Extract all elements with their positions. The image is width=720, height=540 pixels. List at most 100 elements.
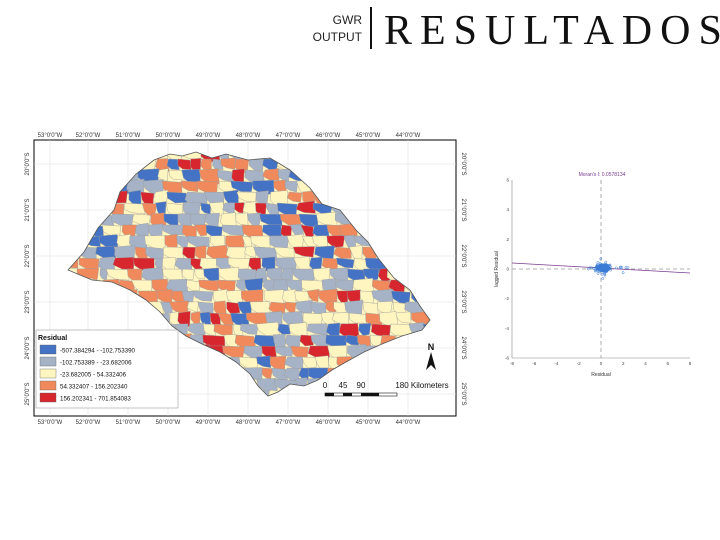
x-tick-label: -8 <box>510 361 514 366</box>
lat-tick-left: 24°0'0"S <box>25 336 31 359</box>
municipality-polygon <box>273 246 295 258</box>
x-tick-label: -4 <box>554 361 558 366</box>
legend-label: 156.202341 - 701.854083 <box>60 396 131 403</box>
state-boundary <box>67 151 431 397</box>
municipality-polygon <box>217 169 234 182</box>
municipality-polygon <box>212 158 224 170</box>
scale-label: 0 <box>323 381 328 390</box>
scale-bar: 0 45 90 180 Kilometers <box>323 381 449 397</box>
municipality-polygon <box>187 322 206 336</box>
x-tick-label: 8 <box>689 361 692 366</box>
lat-tick-left: 21°0'0"S <box>25 198 31 221</box>
header-divider <box>370 7 372 49</box>
residual-map-panel: 53°0'0"W 52°0'0"W 51°0'0"W 50°0'0"W 49°0… <box>22 130 468 428</box>
scatter-point <box>601 264 604 267</box>
lat-tick-right: 22°0'0"S <box>460 244 466 267</box>
municipality-polygon <box>190 257 203 270</box>
scatter-point <box>608 264 611 267</box>
scatter-points <box>586 257 630 280</box>
municipality-polygon <box>295 200 316 214</box>
municipality-polygon <box>299 334 314 347</box>
lat-tick-right: 24°0'0"S <box>460 336 466 359</box>
lat-tick-right: 25°0'0"S <box>460 382 466 405</box>
lon-tick-top: 53°0'0"W <box>38 133 63 139</box>
lat-tick-left: 20°0'0"S <box>25 152 31 175</box>
scatter-point <box>624 266 628 269</box>
lon-tick-top: 52°0'0"W <box>76 133 101 139</box>
lon-tick-top: 46°0'0"W <box>316 133 341 139</box>
x-tick-label: -2 <box>577 361 581 366</box>
lon-tick-top: 48°0'0"W <box>236 133 261 139</box>
scatter-point <box>596 261 600 264</box>
scatter-point <box>600 268 604 272</box>
lon-tick-top: 50°0'0"W <box>156 133 181 139</box>
scatter-point <box>605 266 609 270</box>
lon-tick-top: 44°0'0"W <box>396 133 421 139</box>
x-tick-label: 0 <box>600 361 603 366</box>
municipality-polygon <box>284 279 304 292</box>
header-line-output: OUTPUT <box>312 30 362 44</box>
municipality-polygon <box>194 268 205 280</box>
header-subtitle: GWR OUTPUT <box>300 12 362 46</box>
y-tick-label: 2 <box>506 237 509 242</box>
municipality-polygon <box>157 168 169 182</box>
municipality-polygon <box>218 267 241 282</box>
legend-title: Residual <box>38 335 67 342</box>
scatter-point <box>618 266 622 270</box>
scatter-point <box>596 266 600 269</box>
legend-swatch <box>39 380 57 391</box>
legend-swatch <box>39 368 57 379</box>
lon-tick-top: 47°0'0"W <box>276 133 301 139</box>
lat-tick-left: 23°0'0"S <box>25 290 31 313</box>
legend-swatch <box>39 392 57 403</box>
lon-tick-top: 45°0'0"W <box>356 133 381 139</box>
scatter-point <box>590 266 594 270</box>
y-tick-label: -6 <box>505 356 509 361</box>
municipality-polygon <box>230 180 254 192</box>
municipality-polygon <box>124 202 146 215</box>
x-tick-label: 6 <box>667 361 670 366</box>
scatter-point <box>593 269 597 273</box>
municipality-polygon <box>395 311 412 324</box>
municipality-polygon <box>222 345 245 358</box>
municipality-polygon <box>240 323 259 335</box>
municipality-polygon <box>166 191 188 204</box>
lon-tick-bottom: 53°0'0"W <box>38 420 63 426</box>
municipality-polygon <box>244 245 256 258</box>
municipality-polygon <box>306 323 328 335</box>
legend-label: 54.332407 - 156.202340 <box>60 384 128 391</box>
municipality-polygon <box>105 268 130 281</box>
lon-tick-bottom: 50°0'0"W <box>156 420 181 426</box>
scatter-point <box>626 266 630 270</box>
lat-tick-left: 25°0'0"S <box>25 382 31 405</box>
y-tick-label: -2 <box>505 296 509 301</box>
municipality-polygon <box>203 323 216 337</box>
lat-tick-right: 20°0'0"S <box>460 152 466 175</box>
x-tick-label: 4 <box>644 361 647 366</box>
municipality-polygon <box>181 268 195 280</box>
lon-tick-bottom: 45°0'0"W <box>356 420 381 426</box>
scale-label: 180 Kilometers <box>395 381 448 390</box>
lon-tick-bottom: 49°0'0"W <box>196 420 221 426</box>
residual-map: 53°0'0"W 52°0'0"W 51°0'0"W 50°0'0"W 49°0… <box>25 133 466 426</box>
scatter-point <box>614 266 618 270</box>
municipality-polygon <box>256 355 272 368</box>
municipality-polygon <box>177 158 192 170</box>
scale-label: 90 <box>357 381 366 390</box>
scatter-title: Moran's I: 0.0578134 <box>579 172 626 178</box>
scatter-point <box>604 264 607 268</box>
municipality-polygon <box>358 323 372 336</box>
moran-scatterplot: Moran's I: 0.0578134 -8 -6 -4 -2 0 2 4 6 8 6420-… <box>494 172 692 378</box>
municipality-polygon <box>333 246 352 259</box>
y-tick-label: 6 <box>506 178 509 183</box>
municipality-polygon <box>306 289 320 302</box>
municipality-polygon <box>284 180 299 193</box>
y-tick-label: -4 <box>505 326 509 331</box>
legend-swatch <box>39 356 57 367</box>
lon-tick-bottom: 46°0'0"W <box>316 420 341 426</box>
x-tick-label: -6 <box>532 361 536 366</box>
municipality-polygon <box>236 191 258 203</box>
scatter-point <box>601 277 605 280</box>
municipality-polygon <box>166 158 180 171</box>
